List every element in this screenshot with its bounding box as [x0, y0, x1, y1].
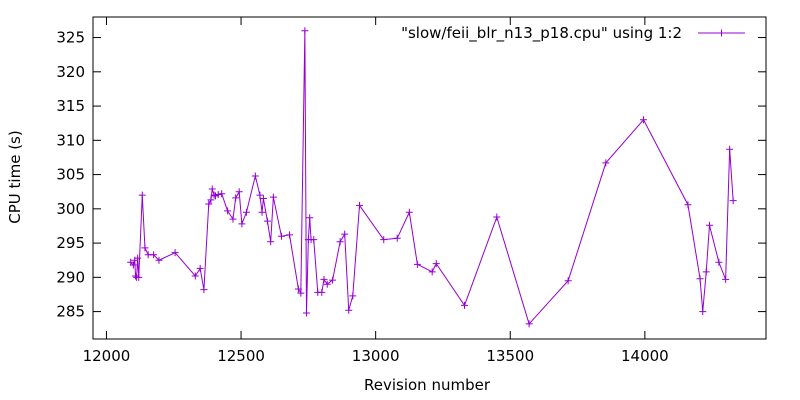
data-point	[525, 320, 533, 328]
data-point	[235, 188, 243, 196]
data-point	[258, 208, 266, 216]
data-point	[200, 286, 208, 294]
y-tick-label: 300	[56, 200, 85, 218]
data-point	[196, 264, 204, 272]
data-point	[191, 272, 199, 280]
data-point	[349, 292, 357, 300]
data-point	[493, 213, 501, 221]
data-point	[138, 191, 146, 199]
y-tick-label: 290	[56, 268, 85, 286]
data-point	[602, 159, 610, 167]
data-point	[702, 268, 710, 276]
y-tick-label: 285	[56, 303, 85, 321]
data-point	[207, 196, 215, 204]
data-point	[263, 217, 271, 225]
data-point	[150, 251, 158, 259]
data-point	[171, 249, 179, 257]
data-point	[715, 258, 723, 266]
data-point	[218, 190, 226, 198]
data-point	[460, 301, 468, 309]
x-tick-label: 13000	[352, 347, 400, 365]
y-axis-title: CPU time (s)	[6, 130, 24, 223]
axis-ticks	[93, 17, 766, 339]
data-point	[684, 201, 692, 209]
data-point	[269, 193, 277, 201]
data-point	[432, 260, 440, 268]
data-point	[214, 190, 222, 198]
data-point	[726, 145, 734, 153]
data-point	[224, 207, 232, 215]
data-point	[155, 256, 163, 264]
data-point	[722, 275, 730, 283]
data-point	[135, 273, 143, 281]
data-point	[251, 172, 259, 180]
data-point	[341, 230, 349, 238]
legend-marker	[718, 29, 725, 37]
series-line	[130, 30, 734, 325]
data-point	[232, 194, 240, 202]
x-tick-label: 14000	[621, 347, 669, 365]
data-point	[141, 244, 149, 252]
plot-frame	[92, 16, 767, 340]
data-point	[267, 238, 275, 246]
data-point	[413, 260, 421, 268]
data-point	[699, 308, 707, 316]
x-tick-label: 13500	[486, 347, 534, 365]
data-point	[238, 220, 246, 228]
data-point	[259, 195, 267, 203]
y-tick-label: 310	[56, 131, 85, 149]
data-point	[294, 285, 302, 293]
data-point	[336, 238, 344, 246]
data-point	[329, 276, 337, 284]
data-point	[323, 280, 331, 288]
data-point	[129, 261, 137, 269]
data-point	[310, 236, 318, 244]
x-tick-label: 12000	[83, 347, 131, 365]
data-point	[277, 232, 285, 240]
data-point	[705, 221, 713, 229]
data-point	[345, 306, 353, 314]
y-tick-label: 320	[56, 63, 85, 81]
tick-labels: 285 290 295 300 305 310 315 320 325 12000 12500 130…	[56, 29, 668, 365]
data-point	[134, 254, 142, 262]
data-point	[320, 275, 328, 283]
data-point	[306, 214, 314, 222]
data-point	[286, 231, 294, 239]
data-point	[297, 289, 305, 297]
data-point	[229, 215, 237, 223]
data-point	[242, 208, 250, 216]
data-point	[302, 309, 310, 317]
data-point	[208, 185, 216, 193]
data-point	[564, 277, 572, 285]
data-point	[405, 208, 413, 216]
data-point	[318, 288, 326, 296]
data-point	[696, 275, 704, 283]
data-point	[205, 200, 213, 208]
data-point	[393, 234, 401, 242]
y-tick-label: 325	[56, 29, 85, 47]
data-point	[356, 201, 364, 209]
y-tick-label: 315	[56, 97, 85, 115]
x-tick-label: 12500	[217, 347, 265, 365]
y-tick-label: 295	[56, 234, 85, 252]
data-point	[729, 197, 737, 205]
legend-label: "slow/feii_blr_n13_p18.cpu" using 1:2	[401, 24, 682, 43]
data-point	[132, 272, 140, 280]
data-point	[640, 116, 648, 124]
y-tick-label: 305	[56, 166, 85, 184]
data-point	[256, 191, 264, 199]
x-axis-title: Revision number	[364, 376, 491, 394]
data-point	[428, 268, 436, 276]
data-point	[380, 236, 388, 244]
legend: "slow/feii_blr_n13_p18.cpu" using 1:2	[401, 24, 745, 43]
data-point	[301, 27, 309, 35]
data-point	[210, 191, 218, 199]
series-layer	[127, 27, 737, 328]
